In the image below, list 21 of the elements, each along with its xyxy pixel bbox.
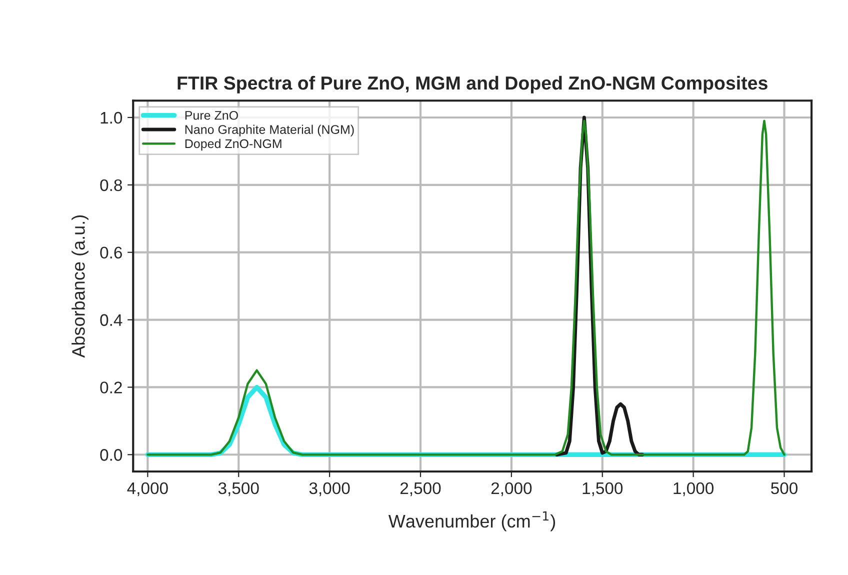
x-tick-label: 2,000: [491, 482, 532, 496]
y-tick-label: 0.0: [100, 449, 122, 461]
x-tick-label: 3,500: [218, 482, 259, 496]
y-tick-label: 0.6: [100, 246, 122, 259]
x-axis-title: Wavenumber (cm$^{−1}$): [388, 511, 556, 532]
x-tick-label: 1,500: [582, 482, 623, 496]
x-tick-label: 2,500: [400, 482, 441, 496]
y-tick-label: 0.8: [100, 179, 122, 192]
y-tick-label: 0.2: [100, 382, 122, 394]
y-tick-label: 1.0: [100, 112, 122, 124]
x-tick-label: 3,000: [309, 482, 350, 496]
legend-label: Pure ZnO: [185, 110, 238, 120]
x-tick-label: 1,000: [674, 482, 714, 496]
x-tick-label: 500: [771, 482, 798, 494]
y-tick-label: 0.4: [100, 314, 122, 326]
y-axis-title: Absorbance (a.u.): [72, 215, 88, 358]
chart-title: FTIR Spectra of Pure ZnO, MGM and Doped ZnO-NGM Composites: [178, 76, 768, 94]
x-tick-label: 4,000: [127, 482, 168, 496]
line-series: [146, 120, 786, 456]
legend-label: Nano Graphite Material (NGM): [185, 124, 354, 136]
legend-label: Doped ZnO-NGM: [185, 138, 282, 151]
